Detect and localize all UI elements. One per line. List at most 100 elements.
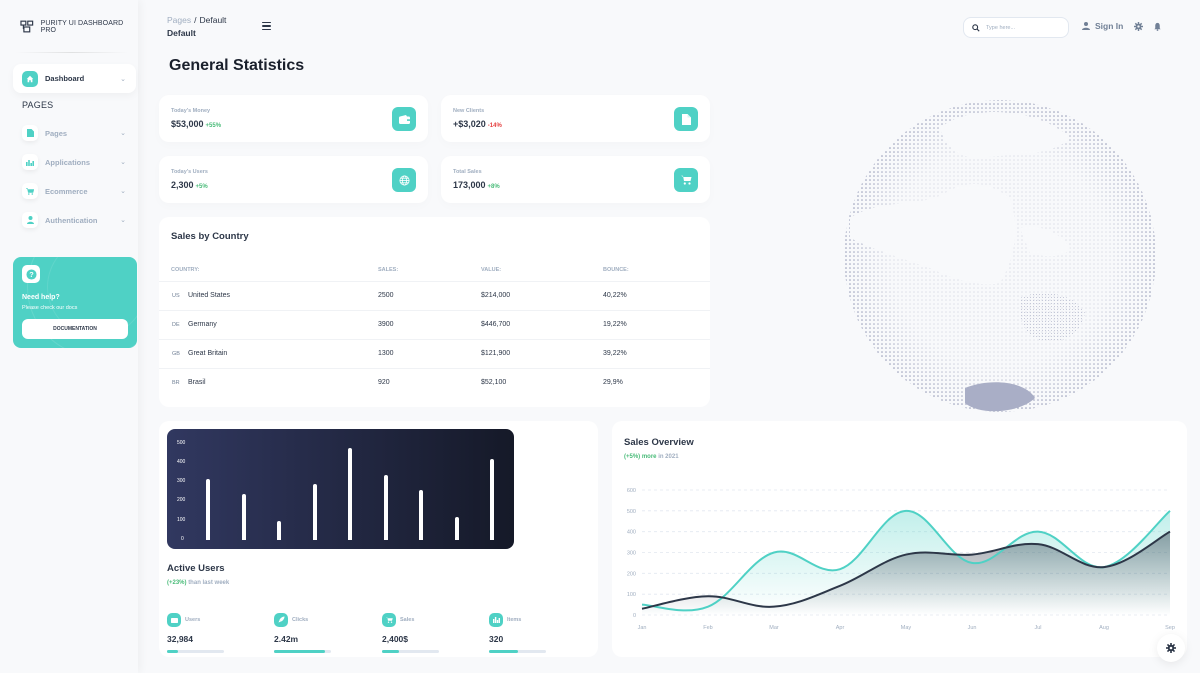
svg-text:100: 100 xyxy=(627,592,636,598)
svg-text:200: 200 xyxy=(627,571,636,577)
metric-label: Clicks xyxy=(292,616,309,623)
bar xyxy=(383,474,388,540)
stat-value: +$3,020 -14% xyxy=(453,119,502,129)
search-input[interactable] xyxy=(986,24,1056,31)
sales-cell: 1300 xyxy=(378,350,394,357)
sales-by-country-card: Sales by Country COUNTRY: SALES: VALUE: … xyxy=(159,217,710,407)
stat-value: 173,000 +8% xyxy=(453,180,500,190)
bell-icon[interactable] xyxy=(1153,22,1162,31)
sidebar-item-label: Pages xyxy=(45,128,68,138)
gear-icon[interactable] xyxy=(1134,22,1143,31)
column-header: VALUE: xyxy=(481,267,502,273)
chevron-down-icon: ⌄ xyxy=(120,130,126,137)
table-row: GB Great Britain 1300 $121,900 39,22% xyxy=(159,339,710,368)
active-users-bar-chart: 500 400 300 200 100 0 xyxy=(167,429,514,549)
sales-cell: 3900 xyxy=(378,321,394,328)
document-icon xyxy=(22,125,38,141)
svg-text:Aug: Aug xyxy=(1099,625,1109,631)
svg-text:Jul: Jul xyxy=(1034,625,1041,631)
brand-name: PURITY UI DASHBOARD PRO xyxy=(40,20,124,34)
svg-text:?: ? xyxy=(29,269,34,278)
chevron-down-icon: ⌄ xyxy=(120,217,126,224)
sales-cell: 2500 xyxy=(378,292,394,299)
breadcrumb-separator: / xyxy=(194,15,197,25)
svg-text:Jan: Jan xyxy=(638,625,647,631)
table-row: US United States 2500 $214,000 40,22% xyxy=(159,281,710,310)
cart-icon xyxy=(382,612,396,627)
breadcrumb: Pages / Default xyxy=(167,15,226,25)
progress-bar xyxy=(489,650,546,653)
sidebar-item-authentication[interactable]: Authentication ⌄ xyxy=(13,209,136,231)
page-title: Default xyxy=(167,28,196,38)
question-icon: ? xyxy=(22,265,40,283)
sign-in-button[interactable]: Sign In xyxy=(1082,21,1123,31)
person-icon xyxy=(1082,22,1090,30)
y-tick: 100 xyxy=(177,517,186,523)
sidebar-item-applications[interactable]: Applications ⌄ xyxy=(13,151,136,173)
stat-label: New Clients xyxy=(453,108,485,114)
wallet-icon xyxy=(392,107,416,131)
y-tick: 200 xyxy=(177,497,186,503)
cart-icon xyxy=(674,168,698,192)
sidebar: PURITY UI DASHBOARD PRO Dashboard ⌄ PAGE… xyxy=(0,0,138,673)
stat-change: +5% xyxy=(195,184,208,190)
country-code: DE xyxy=(172,322,180,328)
value-cell: $121,900 xyxy=(481,350,511,357)
sales-cell: 920 xyxy=(378,379,390,386)
documentation-button[interactable]: DOCUMENTATION xyxy=(22,319,128,339)
bounce-cell: 40,22% xyxy=(603,292,627,299)
card-title: Sales Overview xyxy=(624,437,694,448)
country-name: Germany xyxy=(188,321,217,328)
section-title: PAGES xyxy=(22,100,54,110)
svg-text:Feb: Feb xyxy=(703,625,712,631)
metric-value: 320 xyxy=(489,634,504,644)
country-code: BR xyxy=(172,380,180,386)
sidebar-item-label: Applications xyxy=(45,157,91,167)
y-tick: 300 xyxy=(177,478,186,484)
help-card: ? Need help? Please check our docs DOCUM… xyxy=(13,257,137,348)
stat-card-todays-money: Today's Money $53,000 +55% xyxy=(159,95,428,142)
sales-overview-card: Sales Overview (+5%) more in 2021 0 100 20… xyxy=(612,421,1187,657)
sidebar-item-pages[interactable]: Pages ⌄ xyxy=(13,122,136,144)
country-code: GB xyxy=(172,351,180,357)
document-icon xyxy=(674,107,698,131)
globe-illustration xyxy=(844,100,1156,412)
settings-button[interactable] xyxy=(1157,634,1185,662)
sidebar-item-ecommerce[interactable]: Ecommerce ⌄ xyxy=(13,180,136,202)
menu-icon[interactable] xyxy=(262,22,271,30)
bounce-cell: 19,22% xyxy=(603,321,627,328)
svg-text:Sep: Sep xyxy=(1165,625,1175,631)
search-icon xyxy=(972,23,980,32)
progress-bar xyxy=(167,650,224,653)
country-name: Brasil xyxy=(188,379,206,386)
breadcrumb-parent[interactable]: Pages xyxy=(167,15,192,25)
y-tick: 0 xyxy=(181,536,184,542)
globe-icon xyxy=(392,168,416,192)
bar xyxy=(277,520,281,540)
metric-clicks: Clicks 2.42m xyxy=(274,611,354,653)
bar xyxy=(490,459,494,540)
bounce-cell: 39,22% xyxy=(603,350,627,357)
svg-text:May: May xyxy=(901,625,912,631)
bar xyxy=(312,484,317,540)
value-cell: $446,700 xyxy=(481,321,511,328)
stat-value: 2,300 +5% xyxy=(171,180,208,190)
person-icon xyxy=(22,212,38,228)
bar xyxy=(241,493,246,540)
brand[interactable]: PURITY UI DASHBOARD PRO xyxy=(20,20,138,34)
svg-text:300: 300 xyxy=(627,551,636,557)
progress-bar xyxy=(382,650,439,653)
search-box[interactable] xyxy=(963,17,1069,38)
table-row: DE Germany 3900 $446,700 19,22% xyxy=(159,310,710,339)
svg-text:400: 400 xyxy=(627,530,636,536)
chevron-down-icon: ⌄ xyxy=(120,75,126,83)
metric-value: 2,400$ xyxy=(382,634,408,644)
stat-card-total-sales: Total Sales 173,000 +8% xyxy=(441,156,710,203)
sidebar-item-dashboard[interactable]: Dashboard ⌄ xyxy=(13,64,136,93)
table-row: BR Brasil 920 $52,100 29,9% xyxy=(159,368,710,397)
active-users-card: 500 400 300 200 100 0 Active Users (+23%… xyxy=(159,421,598,657)
stat-change: +8% xyxy=(487,184,500,190)
y-tick: 500 xyxy=(177,440,186,446)
home-icon xyxy=(22,70,38,87)
metric-value: 32,984 xyxy=(167,634,193,644)
